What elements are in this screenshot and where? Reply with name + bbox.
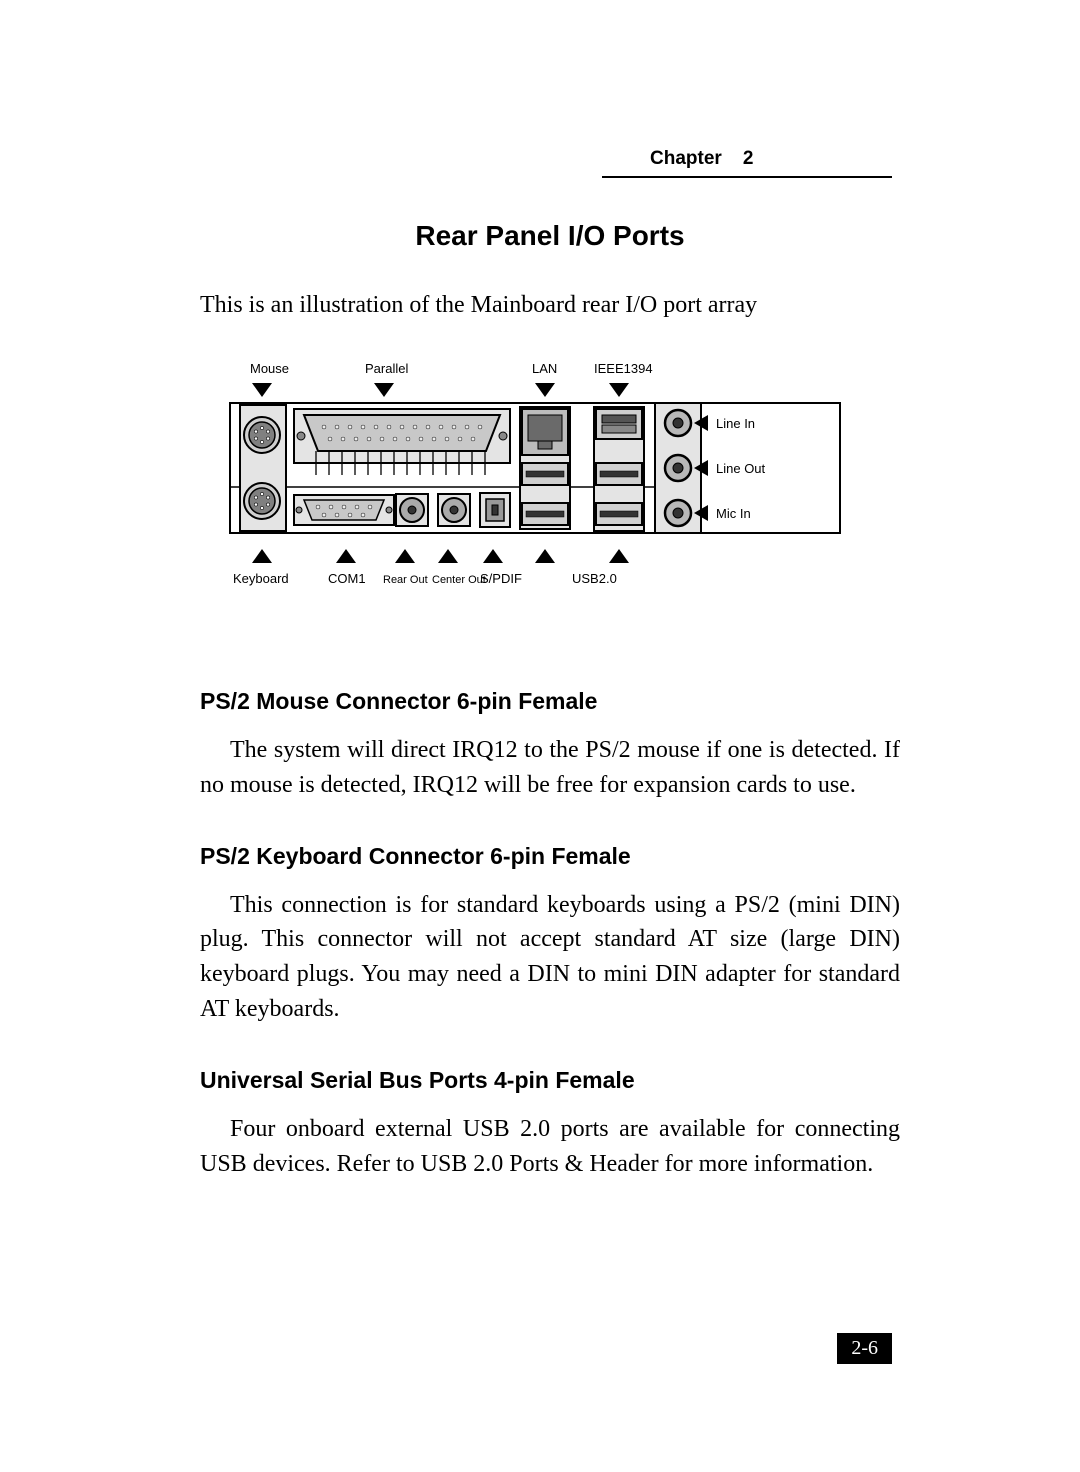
section-ps2-mouse: PS/2 Mouse Connector 6-pin Female The sy… — [200, 688, 900, 803]
chapter-label: Chapter 2 — [602, 148, 892, 174]
io-port-diagram: Mouse Parallel LAN IEEE1394 Keyboard COM1 Rear… — [200, 353, 900, 638]
svg-text:Mic In: Mic In — [716, 506, 751, 521]
svg-text:LAN: LAN — [532, 361, 557, 376]
svg-text:Center Out: Center Out — [432, 574, 486, 586]
page-title: Rear Panel I/O Ports — [200, 220, 900, 252]
svg-text:IEEE1394: IEEE1394 — [594, 361, 653, 376]
section-body: Four onboard external USB 2.0 ports are … — [200, 1112, 900, 1182]
svg-text:S/PDIF: S/PDIF — [480, 571, 522, 586]
section-heading: Universal Serial Bus Ports 4-pin Female — [200, 1067, 900, 1094]
page-number: 2-6 — [837, 1333, 892, 1364]
section-heading: PS/2 Keyboard Connector 6-pin Female — [200, 843, 900, 870]
svg-text:Line In: Line In — [716, 416, 755, 431]
section-body: The system will direct IRQ12 to the PS/2… — [200, 733, 900, 803]
chapter-number: 2 — [743, 148, 754, 169]
svg-text:Mouse: Mouse — [250, 361, 289, 376]
header-rule — [602, 176, 892, 178]
section-body: This connection is for standard keyboard… — [200, 888, 900, 1027]
section-usb: Universal Serial Bus Ports 4-pin Female … — [200, 1067, 900, 1182]
svg-text:Keyboard: Keyboard — [233, 571, 289, 586]
svg-text:USB2.0: USB2.0 — [572, 571, 617, 586]
svg-text:Rear Out: Rear Out — [383, 574, 428, 586]
svg-text:COM1: COM1 — [328, 571, 366, 586]
svg-text:Line Out: Line Out — [716, 461, 766, 476]
chapter-word: Chapter — [650, 148, 722, 169]
section-ps2-keyboard: PS/2 Keyboard Connector 6-pin Female Thi… — [200, 843, 900, 1027]
svg-text:Parallel: Parallel — [365, 361, 408, 376]
intro-text: This is an illustration of the Mainboard… — [200, 292, 900, 319]
chapter-header: Chapter 2 — [602, 148, 892, 178]
section-heading: PS/2 Mouse Connector 6-pin Female — [200, 688, 900, 715]
